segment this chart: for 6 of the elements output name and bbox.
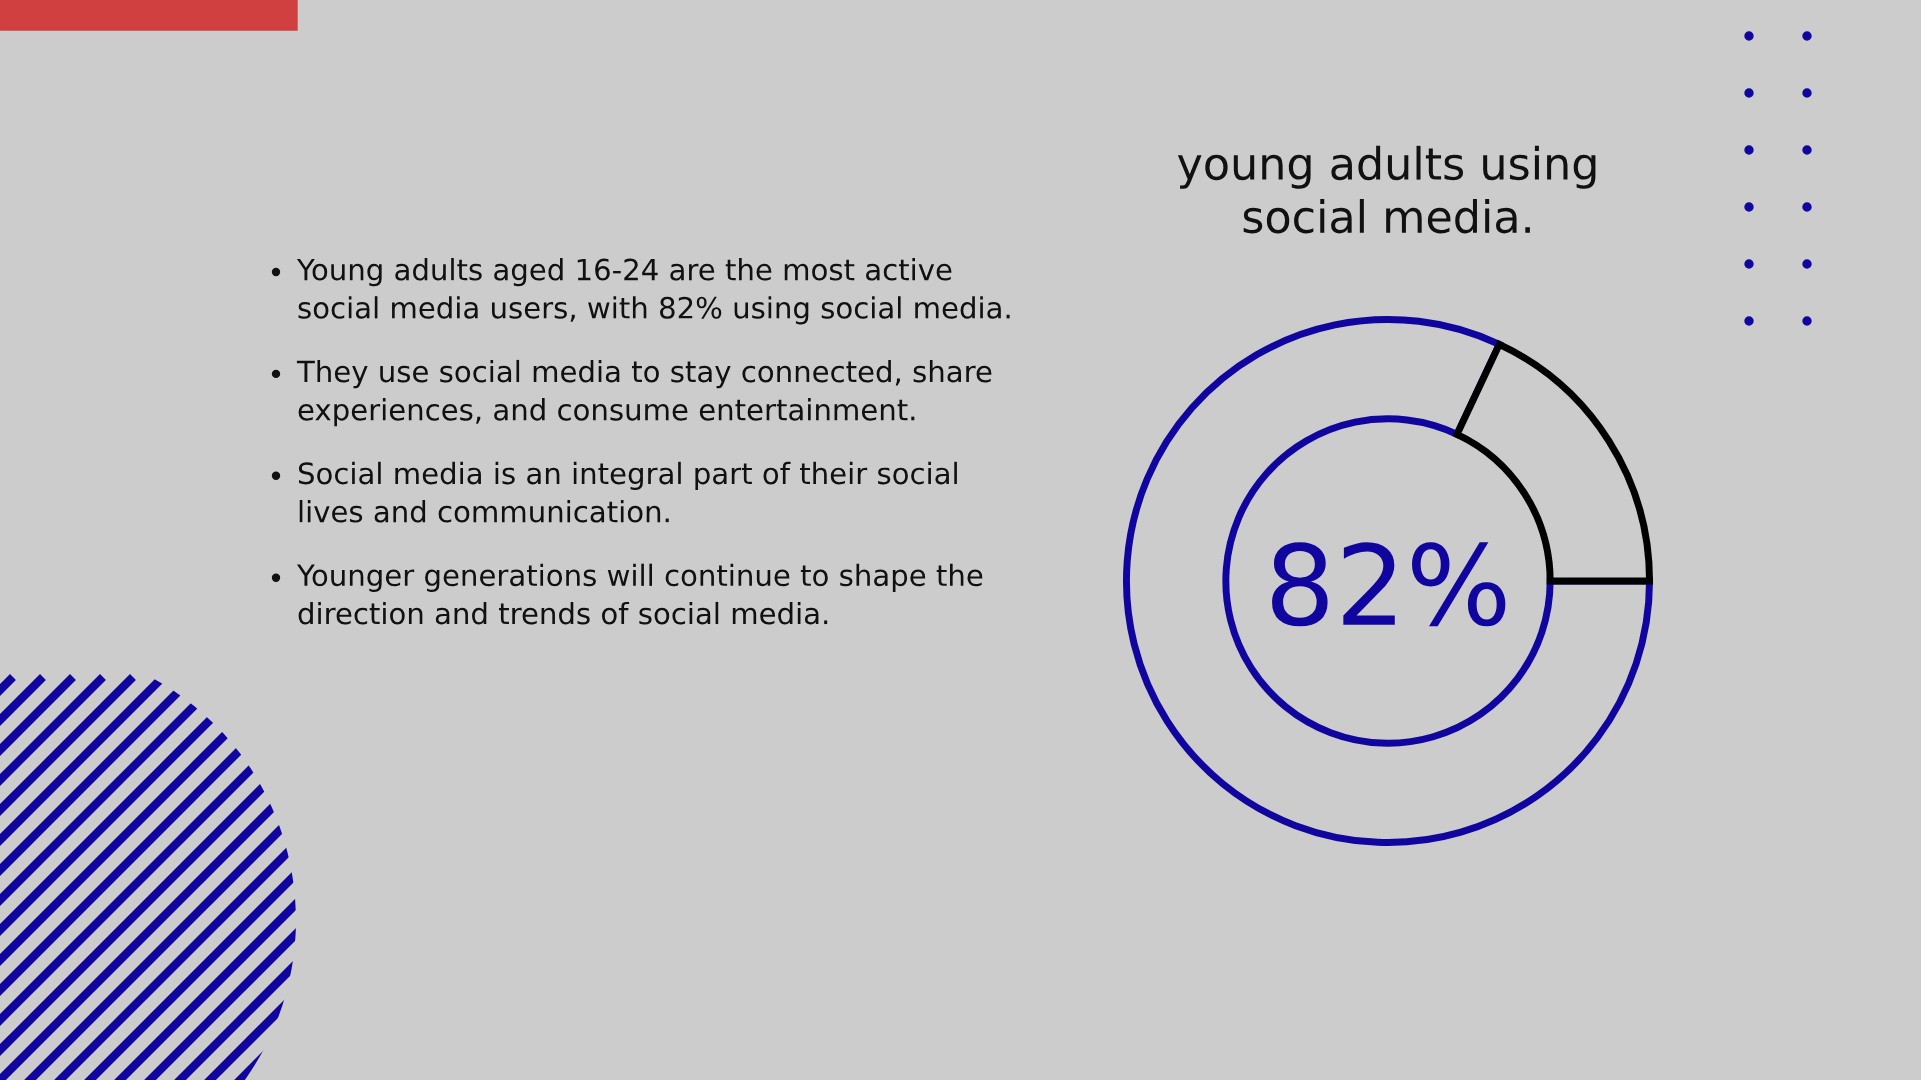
text: 82% — [1272, 542, 1506, 627]
text: Social media is an integral part of their social lives and communication. — [298, 461, 957, 523]
text: They use social media to stay connected, share experiences, and consume entertainment. — [296, 359, 992, 427]
chart-title: young adults using social media. — [1177, 145, 1596, 234]
text: Younger generations will continue to shape the direction and trends of social media. — [296, 563, 983, 625]
text: Young adults aged 16-24 are the most active social media users, with 82% using social media. — [296, 258, 1010, 325]
